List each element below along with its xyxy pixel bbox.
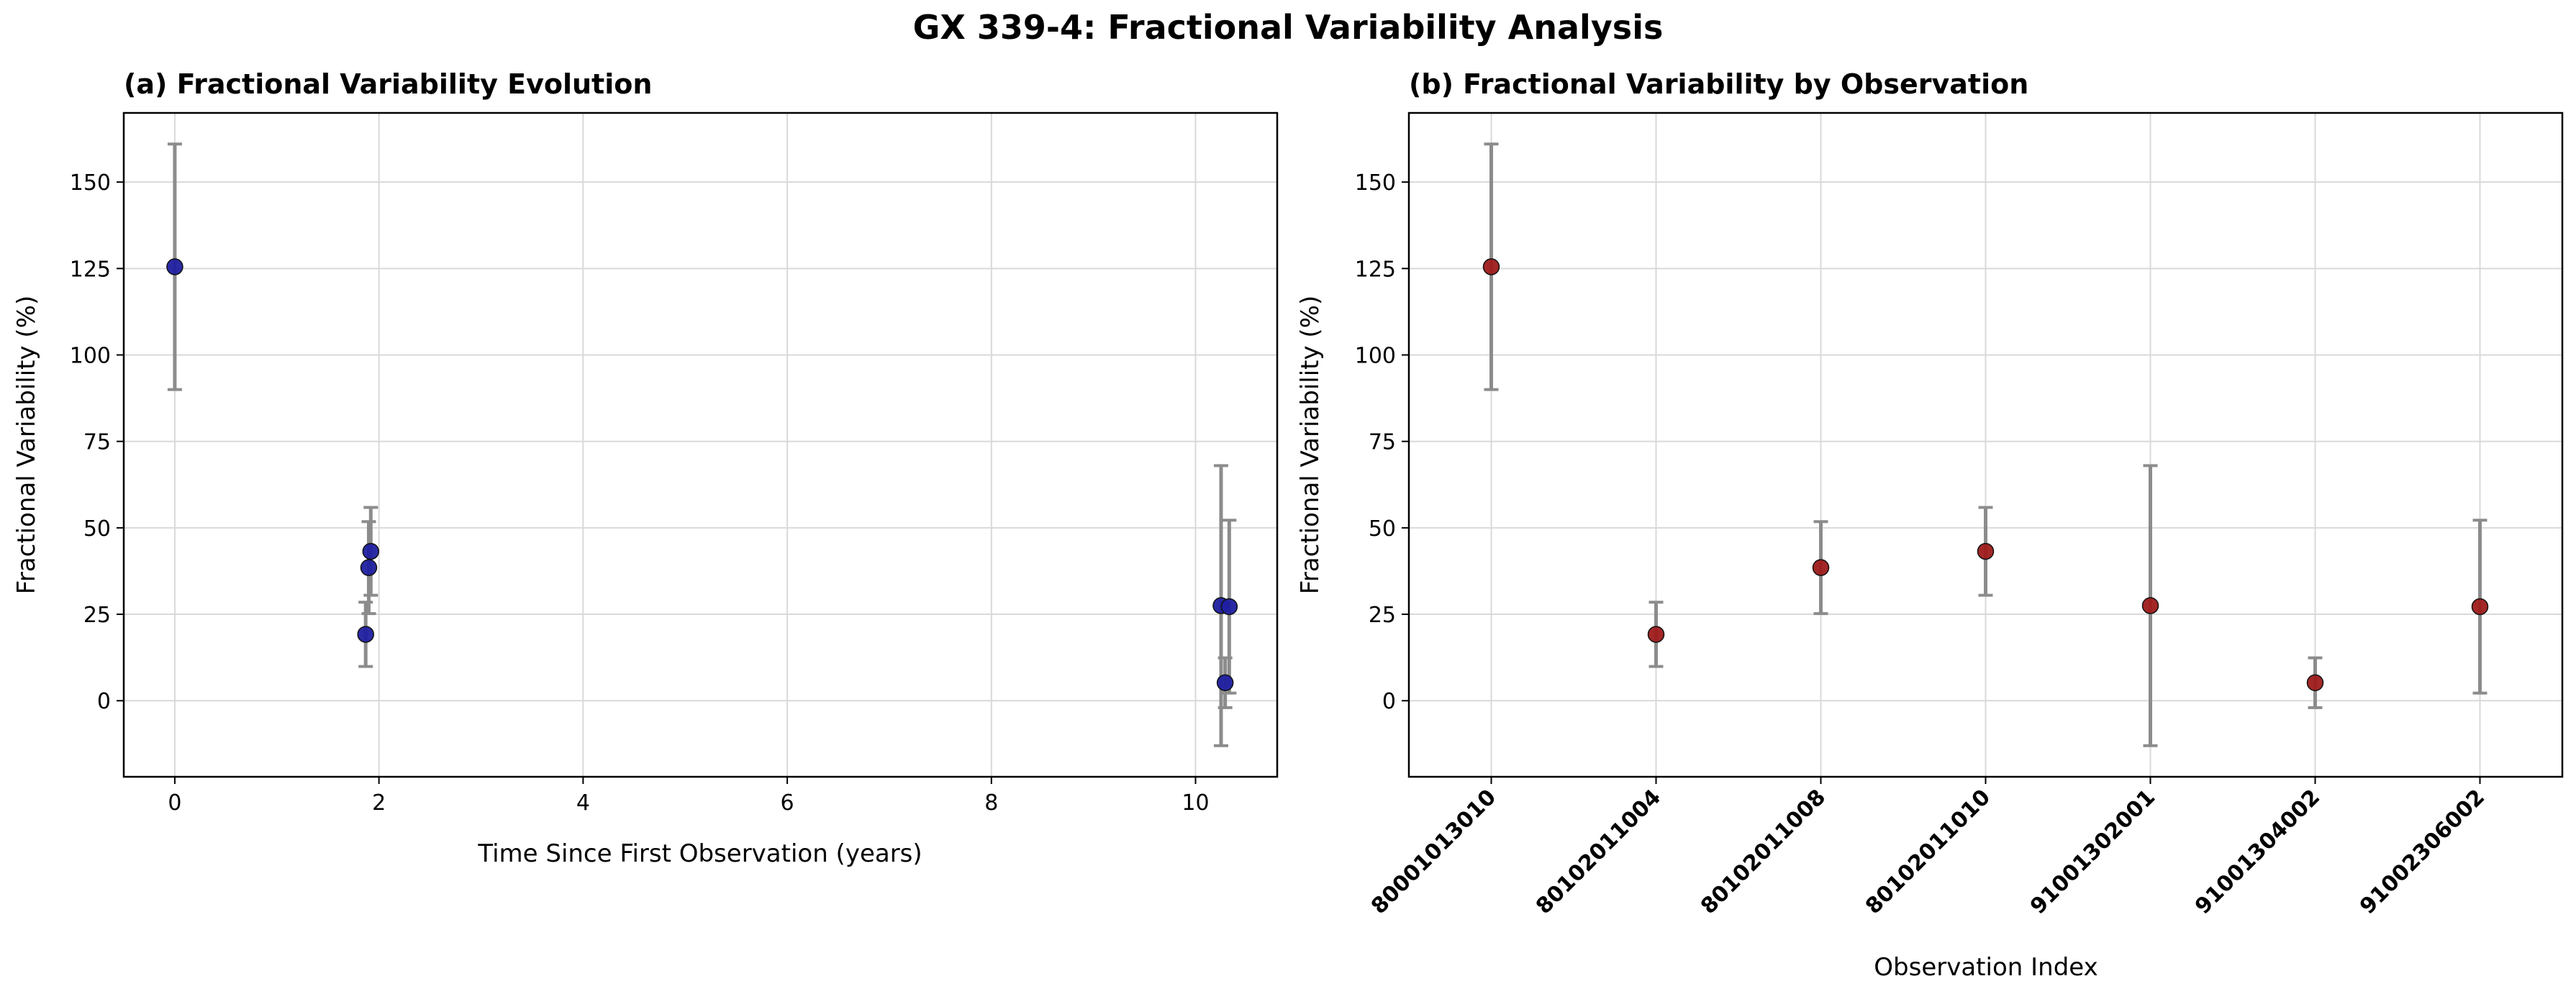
data-point [360,559,378,576]
x-tick-label: 80102011004 [1531,785,1666,919]
x-tick-label: 91001302001 [2026,785,2160,919]
panel-a-ticks: 0 25 50 75 100 125 150 0 2 4 6 8 10 [70,170,1210,816]
y-tick-label: 75 [83,430,111,455]
y-tick-label: 0 [1382,689,1396,714]
data-point [1482,258,1500,275]
panel-b-ylabel: Fractional Variability (%) [1296,296,1325,595]
data-point [166,258,183,275]
x-tick-label: 80102011008 [1696,785,1831,919]
panel-b-title: (b) Fractional Variability by Observatio… [1409,68,2028,100]
panel-b-by-observation: (b) Fractional Variability by Observatio… [1296,68,2564,982]
data-point [1220,598,1238,616]
data-point [2141,597,2159,614]
data-point [362,542,380,560]
panel-a-title: (a) Fractional Variability Evolution [124,68,652,100]
panel-b-grid [1409,113,2562,777]
figure-title: GX 339-4: Fractional Variability Analysi… [913,8,1664,47]
panel-a-evolution: (a) Fractional Variability Evolution 025… [12,68,1279,868]
panel-a-xlabel: Time Since First Observation (years) [477,839,922,868]
y-tick-label: 150 [1355,170,1396,196]
x-tick-label: 6 [781,790,794,816]
y-tick-label: 150 [70,170,111,196]
x-tick-label: 91002306002 [2355,785,2490,919]
data-point [1977,542,1995,560]
x-tick-label: 4 [576,790,590,816]
y-tick-label: 75 [1369,430,1396,455]
y-tick-label: 50 [1369,516,1396,542]
x-tick-label: 2 [372,790,386,816]
y-tick-label: 50 [83,516,111,542]
data-point [1647,626,1665,643]
data-point [357,626,374,643]
x-tick-label: 91001304002 [2190,785,2325,919]
x-tick-label: 10 [1182,790,1209,816]
y-tick-label: 125 [70,257,111,282]
data-point [1216,674,1234,691]
data-point [1812,559,1830,576]
data-point [2471,598,2489,616]
x-tick-label: 80102011010 [1861,785,1995,919]
x-tick-label: 80001013010 [1366,785,1501,919]
panel-a-frame [122,111,1279,778]
y-tick-label: 0 [97,689,111,714]
panel-b-xlabel: Observation Index [1874,953,2097,982]
x-tick-label: 8 [984,790,998,816]
panel-a-ylabel: Fractional Variability (%) [12,296,41,595]
y-tick-label: 25 [83,603,111,628]
y-tick-label: 125 [1355,257,1396,282]
y-tick-label: 25 [1369,603,1396,628]
panel-b-marks [1482,142,2489,747]
y-tick-label: 100 [70,344,111,369]
data-point [2306,674,2324,691]
x-tick-label: 0 [168,790,181,816]
panel-a-grid [124,113,1277,777]
y-tick-label: 100 [1355,344,1396,369]
panel-a-marks [166,142,1238,747]
